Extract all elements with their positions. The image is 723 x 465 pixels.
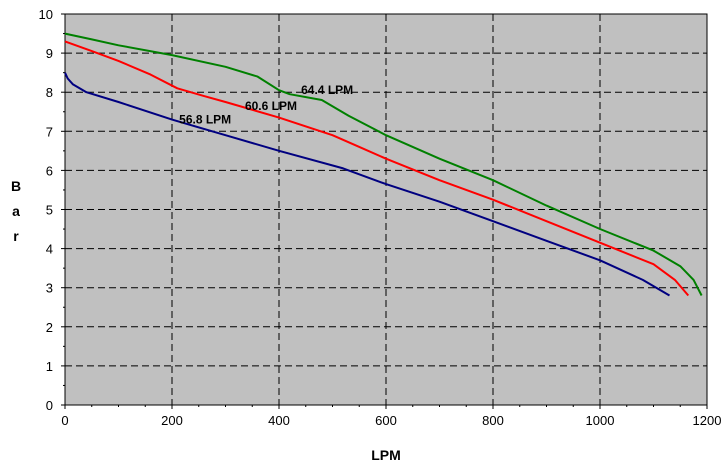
x-tick-label: 800 bbox=[482, 413, 504, 428]
y-tick-label: 10 bbox=[39, 7, 53, 22]
x-tick-label: 0 bbox=[61, 413, 68, 428]
y-tick-label: 8 bbox=[46, 85, 53, 100]
y-tick-label: 6 bbox=[46, 163, 53, 178]
series-label: 64.4 LPM bbox=[301, 83, 353, 97]
y-tick-label: 3 bbox=[46, 281, 53, 296]
y-axis-title-char: B bbox=[11, 178, 21, 194]
tick-labels: 0 200 400 600 800 1000 1200 0 1 2 3 4 5 6 7 8 9 10 bbox=[39, 7, 722, 428]
y-tick-label: 4 bbox=[46, 242, 53, 257]
series-line bbox=[64, 40, 690, 297]
y-axis-title-char: r bbox=[13, 228, 19, 244]
gridlines bbox=[65, 14, 707, 405]
y-tick-label: 7 bbox=[46, 124, 53, 139]
series-line bbox=[64, 72, 671, 297]
series-label: 60.6 LPM bbox=[245, 99, 297, 113]
series-lines bbox=[64, 32, 703, 297]
y-axis-title-char: a bbox=[12, 203, 20, 219]
series-label: 56.8 LPM bbox=[179, 112, 231, 126]
x-tick-label: 1000 bbox=[586, 413, 615, 428]
x-tick-label: 600 bbox=[375, 413, 397, 428]
y-tick-label: 5 bbox=[46, 203, 53, 218]
series-line bbox=[64, 32, 703, 296]
y-axis-title: Bar bbox=[11, 178, 21, 244]
x-tick-label: 400 bbox=[268, 413, 290, 428]
y-tick-label: 2 bbox=[46, 320, 53, 335]
y-tick-label: 1 bbox=[46, 359, 53, 374]
x-tick-label: 200 bbox=[161, 413, 183, 428]
series-labels: 56.8 LPM 60.6 LPM 64.4 LPM bbox=[179, 83, 353, 126]
axes bbox=[61, 13, 708, 409]
y-tick-label: 0 bbox=[46, 398, 53, 413]
x-axis-title: LPM bbox=[371, 447, 401, 463]
x-tick-label: 1200 bbox=[693, 413, 722, 428]
y-tick-label: 9 bbox=[46, 46, 53, 61]
